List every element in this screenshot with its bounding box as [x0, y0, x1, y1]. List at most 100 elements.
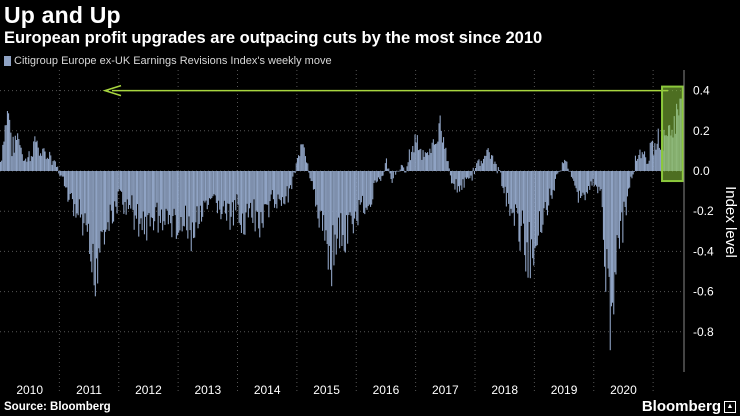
- bar: [622, 171, 624, 243]
- bar: [90, 171, 92, 262]
- bar: [581, 171, 583, 196]
- bar: [275, 171, 277, 205]
- bar: [544, 171, 546, 202]
- bar: [177, 171, 179, 236]
- brand-name: Bloomberg: [641, 398, 721, 415]
- bar: [352, 171, 354, 234]
- bar: [286, 171, 288, 187]
- bar: [266, 171, 268, 205]
- bar: [76, 171, 78, 214]
- bar: [548, 171, 550, 206]
- bar: [454, 171, 456, 190]
- bar: [614, 171, 616, 273]
- bar: [135, 171, 137, 219]
- bar: [569, 170, 571, 172]
- bar: [196, 171, 198, 207]
- bar: [79, 171, 81, 218]
- bar: [154, 171, 156, 222]
- bar: [140, 171, 142, 219]
- bar: [283, 171, 285, 204]
- bar: [639, 149, 641, 171]
- bar: [495, 163, 497, 171]
- bar: [119, 171, 121, 191]
- bar: [475, 168, 477, 171]
- bar: [324, 171, 326, 241]
- bar: [4, 125, 6, 171]
- bar: [439, 115, 441, 171]
- bar: [529, 171, 531, 279]
- bar: [229, 171, 231, 230]
- bar: [379, 171, 381, 180]
- bar: [408, 149, 410, 171]
- bar: [114, 171, 116, 202]
- bar: [195, 171, 197, 223]
- bar: [472, 167, 474, 171]
- bar: [360, 171, 362, 203]
- bar: [244, 171, 246, 235]
- bar: [653, 155, 655, 171]
- bar: [574, 171, 576, 186]
- bar: [557, 171, 559, 174]
- bar: [600, 171, 602, 190]
- bar: [488, 152, 490, 171]
- bar: [541, 171, 543, 233]
- bar: [109, 171, 111, 205]
- bar: [52, 161, 54, 171]
- bar: [658, 147, 660, 171]
- bar: [414, 134, 416, 171]
- bar: [351, 171, 353, 225]
- bar: [464, 171, 466, 178]
- bar: [519, 171, 521, 251]
- bar: [221, 171, 223, 214]
- bar: [377, 171, 379, 178]
- x-tick-label: 2012: [135, 383, 162, 397]
- bar: [594, 171, 596, 185]
- x-tick-label: 2019: [551, 383, 578, 397]
- bar: [285, 171, 287, 197]
- x-tick-label: 2014: [254, 383, 281, 397]
- bar: [46, 157, 48, 171]
- bar: [147, 171, 149, 216]
- bar: [580, 171, 582, 198]
- bar: [205, 171, 207, 201]
- bar: [146, 171, 148, 241]
- bar: [545, 171, 547, 210]
- bar: [209, 171, 211, 199]
- bar: [294, 171, 296, 174]
- bar: [608, 171, 610, 277]
- bar: [105, 171, 107, 232]
- bar: [123, 171, 125, 214]
- bar: [124, 171, 126, 202]
- bar: [516, 171, 518, 208]
- bar: [413, 152, 415, 171]
- bar: [399, 169, 401, 171]
- bar: [348, 171, 350, 215]
- bar: [566, 161, 568, 171]
- bar: [24, 160, 26, 171]
- bar: [270, 171, 272, 195]
- bar: [437, 141, 439, 171]
- bar: [415, 142, 417, 171]
- bar: [553, 171, 555, 191]
- bar: [310, 171, 312, 181]
- bar: [133, 171, 135, 230]
- bar: [556, 171, 558, 175]
- bar: [113, 171, 115, 222]
- bar: [319, 171, 321, 211]
- bar: [388, 168, 390, 171]
- bar: [367, 171, 369, 207]
- bar: [650, 141, 652, 171]
- bar: [19, 145, 21, 171]
- bar: [583, 171, 585, 195]
- bar: [141, 171, 143, 231]
- bar: [496, 171, 498, 174]
- bar: [101, 171, 103, 233]
- bar: [1, 160, 3, 171]
- bar: [93, 171, 95, 286]
- bar: [222, 171, 224, 207]
- bar: [97, 171, 99, 284]
- bar: [77, 171, 79, 216]
- bar: [34, 136, 36, 171]
- bar: [644, 151, 646, 171]
- bar: [74, 171, 76, 205]
